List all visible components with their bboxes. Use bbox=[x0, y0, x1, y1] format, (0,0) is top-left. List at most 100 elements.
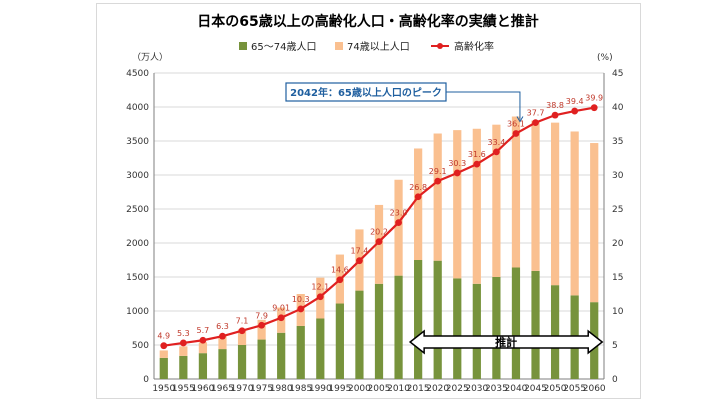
aging-rate-label-1995: 14.6 bbox=[331, 266, 349, 275]
bar-over-74-2050 bbox=[550, 122, 560, 286]
bar-65-74-1970 bbox=[237, 345, 247, 379]
aging-rate-label-2030: 31.6 bbox=[468, 150, 486, 159]
right-tick-label: 40 bbox=[612, 103, 624, 113]
aging-rate-point-1960 bbox=[199, 336, 207, 344]
chart-canvas: 日本の65歳以上の高齢化人口・高齢化率の実績と推計 65～74歳人口 74歳以上… bbox=[126, 13, 624, 394]
x-tick-label: 2045 bbox=[524, 384, 547, 394]
x-tick-label: 1995 bbox=[328, 384, 351, 394]
x-tick-label: 2010 bbox=[387, 384, 410, 394]
aging-rate-label-1950: 4.9 bbox=[157, 332, 170, 341]
aging-rate-point-2045 bbox=[532, 119, 539, 127]
aging-rate-label-2035: 33.4 bbox=[487, 138, 505, 147]
aging-rate-point-2060 bbox=[590, 104, 598, 112]
legend-label-over-74: 74歳以上人口 bbox=[347, 41, 410, 53]
bar-over-74-1955 bbox=[179, 346, 188, 356]
right-tick-label: 35 bbox=[612, 137, 623, 147]
axes: 0 500 1000 1500 2000 2500 3000 3500 4000 4500 0 5 10… bbox=[126, 69, 624, 394]
x-tick-label: 1970 bbox=[231, 384, 254, 394]
x-tick-label: 2005 bbox=[368, 384, 391, 394]
right-tick-label: 25 bbox=[612, 205, 623, 215]
aging-rate-label-2060: 39.9 bbox=[585, 94, 603, 103]
legend-swatch-over-74 bbox=[335, 42, 343, 50]
bar-65-74-2025 bbox=[453, 278, 462, 379]
aging-rate-label-2045: 37.7 bbox=[527, 109, 545, 118]
legend-label-65-74: 65～74歳人口 bbox=[251, 41, 316, 53]
bar-65-74-1995 bbox=[335, 303, 344, 379]
bar-over-74-2015 bbox=[414, 148, 423, 260]
chart-title: 日本の65歳以上の高齢化人口・高齢化率の実績と推計 bbox=[197, 13, 538, 30]
aging-rate-label-2050: 38.8 bbox=[546, 101, 564, 110]
aging-rate-point-2055 bbox=[571, 107, 579, 115]
aging-rate-point-2010 bbox=[395, 219, 402, 227]
aging-rate-point-1970 bbox=[238, 327, 246, 335]
bar-65-74-2020 bbox=[433, 260, 442, 379]
right-tick-label: 5 bbox=[612, 341, 618, 351]
bar-65-74-2000 bbox=[355, 290, 364, 379]
aging-rate-label-1960: 5.7 bbox=[197, 326, 210, 335]
x-tick-label: 1980 bbox=[270, 384, 293, 394]
x-tick-label: 1950 bbox=[152, 384, 175, 394]
aging-rate-point-2040 bbox=[512, 130, 520, 137]
bar-over-74-2035 bbox=[492, 124, 501, 278]
aging-rate-point-1990 bbox=[316, 293, 324, 301]
x-tick-label: 1955 bbox=[172, 384, 195, 394]
bar-65-74-1955 bbox=[179, 355, 188, 379]
left-tick-label: 0 bbox=[143, 375, 149, 385]
bar-over-74-2060 bbox=[590, 143, 599, 303]
x-tick-label: 2025 bbox=[446, 384, 469, 394]
aging-rate-point-2020 bbox=[434, 177, 442, 185]
x-tick-label: 2000 bbox=[348, 384, 371, 394]
peak-callout-arrowhead bbox=[516, 116, 524, 123]
bar-65-74-1960 bbox=[198, 353, 208, 379]
peak-callout-text: 2042年：65歳以上人口のピーク bbox=[290, 86, 442, 99]
left-tick-label: 1500 bbox=[126, 273, 149, 283]
left-tick-label: 3000 bbox=[126, 171, 149, 181]
bar-65-74-2045 bbox=[531, 270, 540, 379]
bar-65-74-1975 bbox=[257, 339, 266, 379]
x-tick-label: 2060 bbox=[583, 384, 606, 394]
bar-over-74-1965 bbox=[218, 336, 227, 350]
left-tick-label: 3500 bbox=[126, 137, 149, 147]
aging-rate-point-1985 bbox=[297, 305, 305, 313]
bar-65-74-2030 bbox=[472, 283, 481, 379]
aging-rate-label-2015: 26.8 bbox=[409, 183, 427, 192]
x-tick-label: 1985 bbox=[289, 384, 312, 394]
bar-over-74-1950 bbox=[159, 350, 168, 358]
bar-over-74-1960 bbox=[198, 342, 208, 354]
right-tick-label: 15 bbox=[612, 273, 623, 283]
bar-over-74-1975 bbox=[257, 319, 266, 340]
x-tick-label: 2035 bbox=[485, 384, 508, 394]
left-tick-label: 1000 bbox=[126, 307, 149, 317]
aging-rate-point-1975 bbox=[258, 321, 266, 329]
bar-65-74-2005 bbox=[374, 283, 384, 379]
bar-over-74-2010 bbox=[394, 179, 403, 276]
x-tick-label: 1960 bbox=[191, 384, 214, 394]
bar-65-74-2010 bbox=[394, 275, 403, 379]
aging-rate-point-1995 bbox=[336, 276, 344, 284]
right-tick-label: 0 bbox=[612, 375, 618, 385]
aging-rate-label-2005: 20.2 bbox=[370, 228, 388, 237]
projection-arrow: 推計 bbox=[408, 329, 604, 355]
aging-rate-point-2000 bbox=[356, 257, 363, 265]
bar-over-74-2025 bbox=[453, 130, 462, 279]
peak-callout: 2042年：65歳以上人口のピーク bbox=[285, 82, 524, 123]
right-tick-label: 10 bbox=[612, 307, 624, 317]
projection-arrow-label: 推計 bbox=[495, 335, 517, 349]
legend-marker-aging-rate bbox=[437, 43, 443, 49]
right-axis-unit: (%) bbox=[597, 53, 613, 63]
x-tick-label: 2015 bbox=[407, 384, 430, 394]
x-tick-label: 2055 bbox=[563, 384, 586, 394]
x-tick-label: 2030 bbox=[465, 384, 488, 394]
bar-over-74-2020 bbox=[433, 133, 442, 261]
aging-rate-point-2015 bbox=[414, 193, 422, 201]
bar-over-74-2055 bbox=[570, 131, 579, 296]
legend-swatch-65-74 bbox=[239, 42, 247, 50]
bar-65-74-1990 bbox=[316, 318, 325, 379]
bar-65-74-2015 bbox=[414, 260, 423, 379]
aging-rate-point-2005 bbox=[375, 238, 383, 246]
right-tick-label: 45 bbox=[612, 69, 623, 79]
aging-rate-label-1955: 5.3 bbox=[177, 329, 190, 338]
bar-65-74-1985 bbox=[296, 325, 305, 379]
bar-over-74-2030 bbox=[472, 128, 481, 284]
